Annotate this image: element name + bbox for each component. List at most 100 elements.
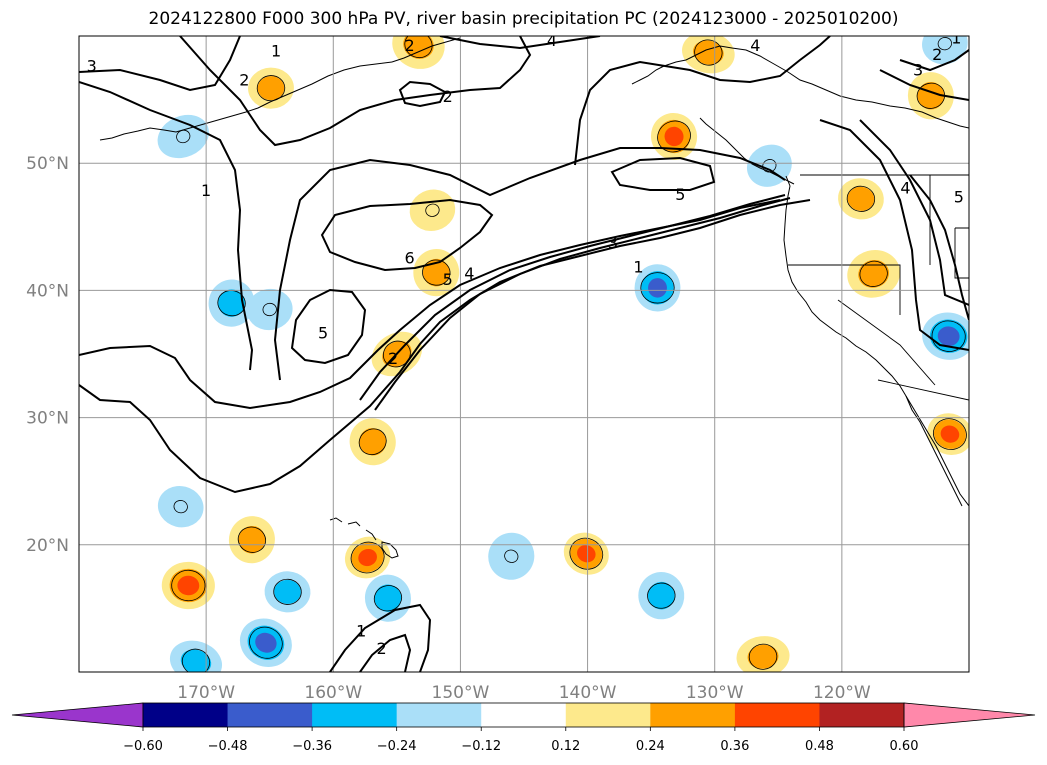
lat-tick-label: 20°N bbox=[26, 536, 69, 556]
colorbar-bin bbox=[143, 703, 229, 727]
pc-anomaly-band bbox=[374, 584, 402, 612]
pc-anomaly-band bbox=[940, 425, 960, 443]
pv-contour-label: 6 bbox=[404, 249, 414, 268]
pc-anomaly-band bbox=[692, 40, 724, 65]
pc-anomaly-band bbox=[577, 545, 596, 563]
pv-contour-label: 1 bbox=[356, 621, 366, 640]
colorbar-tick-label: 0.12 bbox=[551, 739, 580, 754]
colorbar-tick-label: −0.24 bbox=[377, 739, 417, 754]
pv-contour-east-3 bbox=[879, 69, 969, 101]
pc-anomaly-band bbox=[177, 575, 200, 596]
colorbar-tick-label: −0.48 bbox=[208, 739, 248, 754]
pc-anomaly-outline bbox=[640, 272, 675, 304]
pc-anomaly-outline bbox=[647, 582, 676, 609]
pv-contour-4-north bbox=[439, 36, 601, 50]
colorbar-bin bbox=[650, 703, 736, 727]
pc-anomaly-outline bbox=[181, 648, 211, 672]
pv-contour-east-1 bbox=[819, 119, 969, 351]
pc-anomaly bbox=[239, 618, 292, 668]
pv-contour-east-4 bbox=[899, 49, 969, 72]
pc-anomaly-band bbox=[847, 186, 875, 211]
colorbar-bin bbox=[481, 703, 567, 727]
gridlines bbox=[79, 36, 969, 672]
pc-anomaly-band bbox=[937, 326, 960, 346]
pc-anomaly bbox=[634, 264, 681, 312]
pv-contour-4 bbox=[359, 194, 786, 401]
pv-contour-1-south bbox=[79, 199, 811, 494]
map-title: 2024122800 F000 300 hPa PV, river basin … bbox=[148, 9, 899, 29]
colorbar-bin bbox=[565, 703, 651, 727]
pc-anomaly-band bbox=[274, 579, 301, 604]
lon-tick-label: 160°W bbox=[304, 683, 362, 703]
colorbar-bin bbox=[227, 703, 313, 727]
pc-anomaly-outline bbox=[425, 203, 440, 217]
pc-anomaly bbox=[413, 248, 460, 297]
pv-contour-east-5 bbox=[909, 174, 969, 321]
pc-anomaly bbox=[349, 418, 396, 466]
pv-contour-south-2 bbox=[359, 633, 412, 672]
pc-anomaly-outline bbox=[937, 37, 952, 51]
pc-anomaly-outline bbox=[273, 578, 302, 605]
pv-contour-2-south bbox=[79, 199, 781, 410]
pc-anomaly-outline bbox=[173, 500, 188, 514]
pc-anomaly-outline bbox=[171, 569, 206, 602]
pc-anomaly-band bbox=[238, 525, 266, 554]
pv-contour-2-north bbox=[179, 36, 532, 147]
hawaii bbox=[329, 517, 399, 559]
colorbar-tick-label: −0.36 bbox=[292, 739, 332, 754]
pc-anomaly bbox=[847, 250, 901, 298]
colorbar-tick-label: 0.60 bbox=[890, 739, 919, 754]
pv-contour-3-north bbox=[79, 36, 241, 92]
pc-anomaly bbox=[344, 536, 391, 579]
pc-anomaly-outline bbox=[657, 120, 691, 153]
pc-anomaly-band bbox=[747, 644, 779, 669]
pv-contour-label: 2 bbox=[388, 349, 398, 368]
pc-anomaly bbox=[248, 67, 294, 109]
pv-contour-3 bbox=[374, 197, 791, 411]
longitude-labels: 170°W 160°W 150°W 140°W 130°W 120°W bbox=[177, 683, 871, 703]
pc-anomaly-band bbox=[403, 36, 434, 59]
pc-anomaly bbox=[638, 572, 685, 620]
pc-anomaly-outline bbox=[404, 36, 433, 59]
pv-contour-label: 1 bbox=[633, 258, 643, 277]
pc-anomaly-outline bbox=[569, 537, 604, 570]
colorbar-bin bbox=[312, 703, 398, 727]
pv-contour-label: 3 bbox=[608, 233, 618, 252]
pc-anomaly-band bbox=[180, 649, 212, 672]
colorbar-tick-label: −0.60 bbox=[123, 739, 163, 754]
pv-contour-label: 4 bbox=[547, 31, 557, 50]
pc-anomaly bbox=[157, 485, 204, 528]
pc-anomaly-band bbox=[858, 259, 890, 288]
pv-contour-label: 5 bbox=[675, 185, 685, 204]
colorbar-outline bbox=[142, 702, 905, 728]
aleutian-islands bbox=[99, 61, 393, 141]
pc-anomaly bbox=[682, 36, 735, 74]
pv-contour-5-inner bbox=[610, 156, 716, 191]
pv-contours bbox=[79, 36, 969, 672]
pv-contour-label: 2 bbox=[239, 71, 249, 90]
lat-tick-label: 40°N bbox=[26, 281, 69, 301]
pv-contour-1-north bbox=[79, 81, 254, 371]
pv-contour-label: 5 bbox=[318, 324, 328, 343]
pc-anomaly-band bbox=[157, 114, 209, 159]
pv-contour-label: 2 bbox=[443, 87, 453, 106]
pc-anomaly-outline bbox=[262, 302, 277, 317]
pc-anomaly-band bbox=[157, 485, 204, 528]
pv-contour-label: 4 bbox=[750, 36, 760, 55]
lon-tick-label: 120°W bbox=[813, 683, 871, 703]
pc-anomaly-outline bbox=[358, 428, 387, 456]
pc-anomaly bbox=[563, 532, 609, 575]
pv-contour-label: 2 bbox=[377, 639, 387, 658]
pv-contour-south-1 bbox=[329, 603, 432, 672]
pc-anomaly-band bbox=[647, 581, 675, 610]
pc-anomaly-band bbox=[358, 548, 377, 567]
pv-contour-label: 3 bbox=[87, 57, 97, 76]
pc-anomaly-band bbox=[648, 278, 667, 298]
lon-tick-label: 150°W bbox=[432, 683, 490, 703]
pv-contour-label: 3 bbox=[913, 60, 923, 79]
pc-anomaly-outline bbox=[373, 585, 403, 612]
pv-contour-5-large bbox=[273, 147, 786, 381]
pv-contour-label: 4 bbox=[900, 179, 910, 198]
colorbar-bin bbox=[396, 703, 482, 727]
pv-contour-label: 5 bbox=[954, 188, 964, 207]
